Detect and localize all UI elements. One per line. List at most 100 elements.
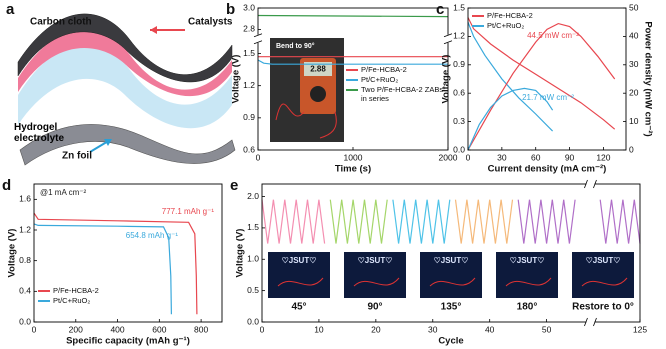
photo-inset	[420, 252, 482, 298]
wire	[353, 277, 400, 287]
legend-swatch	[472, 15, 484, 17]
inset-text: ♡JSUT♡	[282, 256, 317, 265]
plot-frame	[467, 7, 627, 151]
y-tick-label: 1.2	[453, 31, 465, 41]
wire	[277, 277, 324, 287]
legend-entry: P/Fe-HCBA-2	[346, 65, 446, 74]
inset-text: ♡JSUT♡	[358, 256, 393, 265]
panel-label: b	[226, 1, 235, 18]
photo-inset	[572, 252, 634, 298]
break-mark	[443, 33, 453, 45]
series-line	[467, 22, 616, 151]
y-tick-label: 0.0	[453, 144, 465, 154]
y-tick-label: 0.4	[19, 286, 31, 296]
break-mark	[584, 317, 597, 327]
catalyst-layer	[18, 28, 232, 97]
zn-foil	[19, 123, 236, 166]
axis-break	[586, 182, 595, 186]
legend-label: Pt/C+RuO₂	[361, 74, 399, 84]
panel-label: d	[2, 177, 11, 194]
x-tick-label: 60	[531, 152, 541, 162]
series-line	[454, 199, 514, 244]
y-axis-title: Voltage (V)	[7, 229, 18, 278]
series-line	[392, 199, 451, 244]
x-tick-label: 800	[194, 324, 208, 334]
legend-swatch	[472, 25, 484, 27]
x-tick-label: 20	[371, 324, 381, 334]
legend-swatch	[346, 68, 358, 71]
legend: P/Fe-HCBA-2Pt/C+RuO₂	[38, 286, 99, 305]
y-tick-label: 1.2	[243, 80, 255, 90]
y-tick-label: 1.6	[19, 194, 31, 204]
x-tick-label: 400	[110, 324, 124, 334]
wire	[429, 277, 476, 287]
y2-tick-label: 10	[629, 116, 639, 126]
x-axis-title: Time (s)	[335, 164, 371, 175]
y2-axis-title: Power density (mW cm⁻²)	[642, 21, 653, 136]
legend-box: P/Fe-HCBA-2 Pt/C+RuO₂ Two P/Fe-HCBA-2 ZABs…	[346, 65, 446, 103]
photo-inset	[344, 252, 406, 298]
wire	[505, 277, 552, 287]
inset-text: ♡JSUT♡	[434, 256, 469, 265]
break-mark	[253, 33, 263, 45]
y-tick-label: 0.9	[453, 59, 465, 69]
legend-label: P/Fe-HCBA-2	[53, 286, 99, 295]
inset-caption: Bend to 90°	[276, 42, 315, 50]
inset-caption: 180°	[517, 302, 538, 313]
series-line	[517, 199, 641, 244]
y-tick-label: 1.0	[247, 254, 259, 264]
x-tick-label: 50	[542, 324, 552, 334]
x-tick-label: 1000	[344, 152, 363, 162]
carbon-cloth	[17, 13, 233, 83]
x-tick-label: 120	[596, 152, 610, 162]
series-line	[33, 223, 172, 315]
x-tick-label: 0	[466, 152, 471, 162]
x-tick-label: 90	[565, 152, 575, 162]
plot-frame	[33, 183, 223, 323]
meter-dial	[310, 86, 326, 102]
y-tick-label: 0.0	[247, 316, 259, 326]
legend-label: P/Fe-HCBA-2	[487, 11, 533, 20]
legend-label: Pt/C+RuO₂	[53, 296, 91, 305]
plot-frame	[261, 183, 641, 323]
x-tick-label: 10	[314, 324, 324, 334]
series-line	[33, 212, 198, 315]
x-tick-label: 600	[152, 324, 166, 334]
series-line	[467, 87, 554, 151]
y-tick-label: 0.3	[453, 116, 465, 126]
x-tick-label: 30	[497, 152, 507, 162]
x-axis-title: Specific capacity (mAh g⁻¹)	[66, 336, 190, 347]
schematic	[17, 13, 236, 166]
inset-caption: Restore to 0°	[572, 302, 634, 313]
diagram-label: Catalysts	[188, 17, 233, 28]
diagram-label: Carbon cloth	[30, 17, 92, 28]
photo-inset	[268, 252, 330, 298]
arrow-head	[150, 26, 157, 34]
diagram-label: Zn foil	[62, 151, 92, 162]
legend-box: P/Fe-HCBA-2 Pt/C+RuO₂	[472, 11, 582, 30]
x-axis-title: Current density (mA cm⁻²)	[488, 164, 607, 175]
x-tick-label: 40	[485, 324, 495, 334]
y-tick-label: 0.0	[19, 316, 31, 326]
y-axis-title: Voltage (V)	[231, 55, 242, 104]
series-line	[329, 199, 388, 244]
y-tick-label: 0.6	[453, 87, 465, 97]
y-tick-label: 0.6	[243, 144, 255, 154]
panel-label: e	[230, 177, 238, 194]
legend-entry: Pt/C+RuO₂	[346, 75, 446, 84]
series-line	[467, 21, 554, 132]
y-axis-title: Voltage (V)	[235, 229, 246, 278]
x-tick-label: 125	[633, 324, 647, 334]
y-tick-label: 0.8	[19, 255, 31, 265]
photo-inset	[496, 252, 558, 298]
legend-entry: Pt/C+RuO₂	[472, 21, 582, 30]
x-tick-label: 0	[256, 152, 261, 162]
y-tick-label: 3.0	[243, 2, 255, 12]
panel-label: a	[6, 1, 15, 18]
legend-swatch	[346, 78, 358, 81]
diagram-label-box: Hydrogel electrolyte	[14, 122, 64, 144]
y2-tick-label: 0	[629, 144, 634, 154]
break-mark	[584, 179, 597, 189]
